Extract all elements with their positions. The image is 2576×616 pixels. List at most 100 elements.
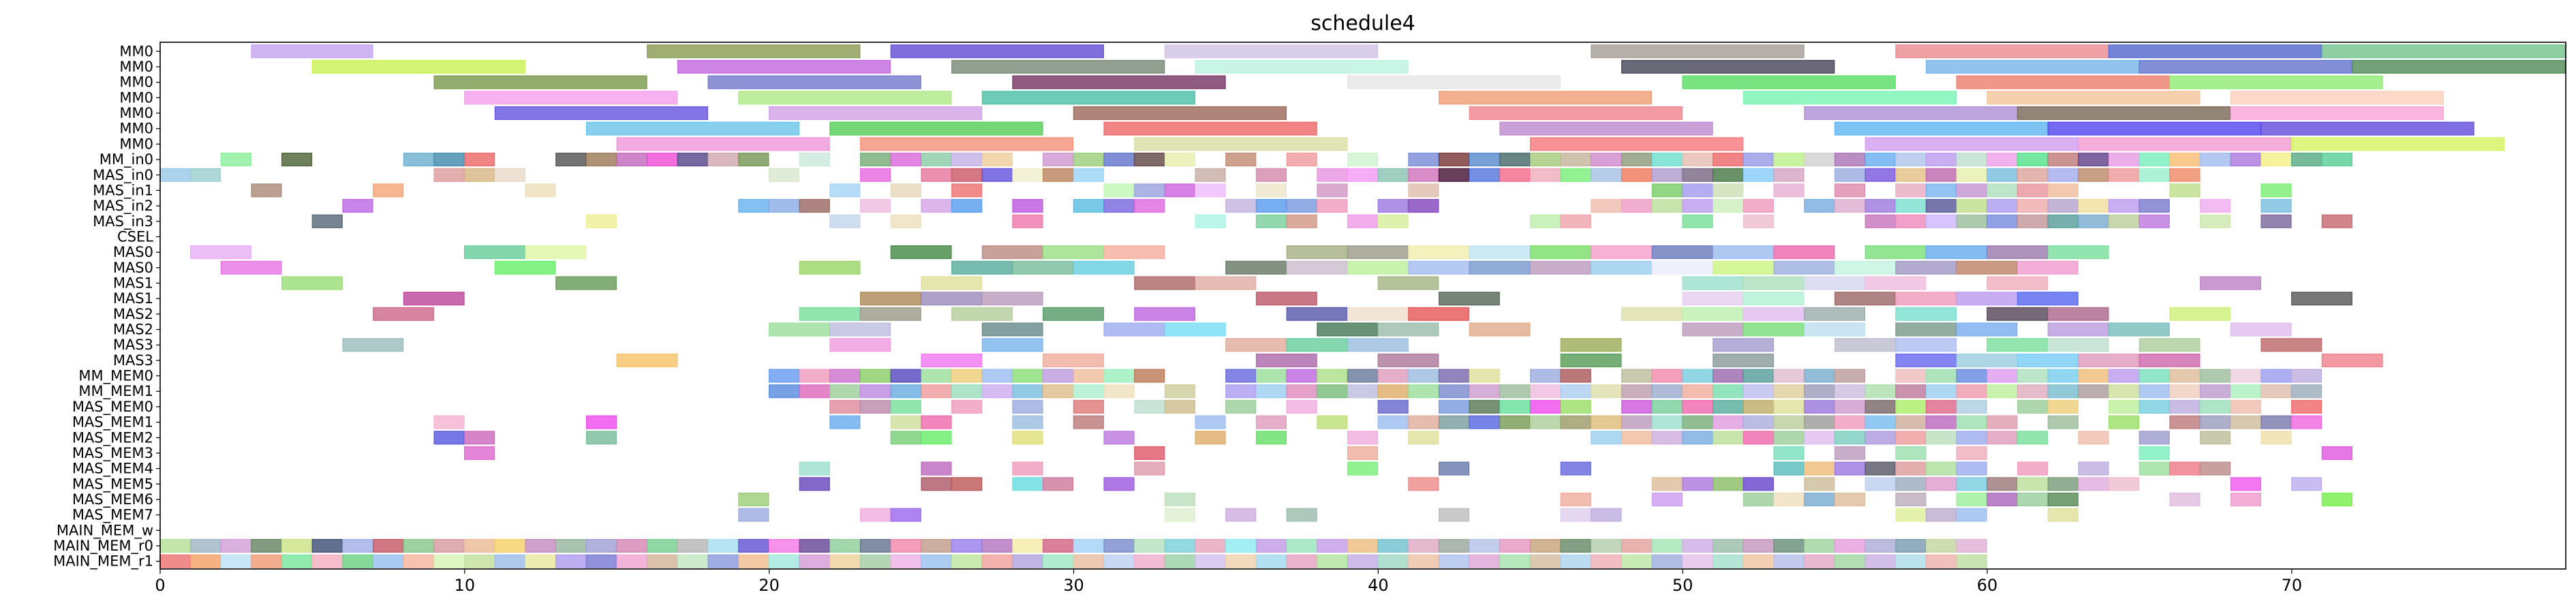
task-bar	[2047, 338, 2109, 352]
task-bar	[1987, 307, 2049, 321]
task-bar	[433, 431, 465, 445]
task-bar	[1377, 369, 1409, 383]
task-bar	[1530, 538, 1561, 553]
task-bar	[1895, 538, 1927, 553]
task-bar	[1134, 307, 1196, 321]
task-bar	[2138, 353, 2201, 367]
task-bar	[1347, 214, 1379, 228]
task-bar	[1377, 322, 1439, 337]
task-bar	[981, 384, 1013, 399]
y-tick-label: MAS_MEM1	[72, 414, 153, 431]
task-bar	[768, 384, 800, 399]
task-bar	[921, 431, 952, 445]
task-bar	[1043, 538, 1074, 553]
task-bar	[829, 554, 861, 568]
task-bar	[1682, 307, 1744, 321]
task-bar	[1530, 214, 1561, 228]
y-tick-label: MAS_in0	[93, 167, 153, 184]
task-bar	[2017, 369, 2049, 383]
task-bar	[1865, 245, 1927, 260]
y-tick-label: MAS2	[113, 322, 153, 338]
x-tick-label: 0	[155, 576, 165, 595]
task-bar	[1651, 384, 1683, 399]
x-tick-label: 60	[1977, 576, 1998, 595]
task-bar	[1895, 461, 1927, 476]
task-bar	[2047, 415, 2079, 429]
task-bar	[1956, 461, 1987, 476]
task-bar	[1895, 153, 1927, 167]
task-bar	[951, 307, 1013, 321]
task-bar	[1682, 369, 1713, 383]
y-tick-label: MAS_MEM3	[72, 445, 153, 462]
task-bar	[1925, 384, 1957, 399]
task-bar	[951, 399, 983, 414]
task-bar	[1286, 260, 1348, 275]
task-bar	[1438, 415, 1470, 429]
task-bar	[2138, 153, 2170, 167]
task-bar	[1834, 168, 1866, 182]
task-bar	[2230, 399, 2261, 414]
task-bar	[1713, 338, 1775, 352]
task-bar	[1895, 338, 1957, 352]
task-bar	[2047, 245, 2109, 260]
task-bar	[2108, 399, 2140, 414]
task-bar	[2017, 477, 2049, 491]
task-bar	[647, 153, 678, 167]
task-bar	[1804, 554, 1835, 568]
task-bar	[1591, 153, 1622, 167]
task-bar	[1895, 415, 1927, 429]
task-bar	[2230, 415, 2261, 429]
y-tick-label: MAS_MEM0	[72, 399, 153, 416]
task-bar	[1286, 153, 1317, 167]
task-bar	[1377, 214, 1409, 228]
task-bar	[1408, 183, 1439, 198]
task-bar	[890, 399, 921, 414]
task-bar	[1925, 168, 1957, 182]
task-bar	[1834, 369, 1866, 383]
task-bar	[1713, 384, 1744, 399]
task-bar	[2321, 214, 2352, 228]
x-tick-label: 40	[1368, 576, 1389, 595]
task-bar	[1621, 199, 1653, 213]
task-bar	[1408, 554, 1439, 568]
task-bar	[1682, 415, 1713, 429]
task-bar	[859, 508, 891, 522]
task-bar	[1438, 369, 1470, 383]
task-bar	[1621, 168, 1653, 182]
task-bar	[1773, 260, 1835, 275]
task-bar	[1347, 168, 1379, 182]
task-bar	[1651, 183, 1683, 198]
task-bar	[981, 153, 1013, 167]
task-bar	[1073, 554, 1104, 568]
task-bar	[1012, 477, 1043, 491]
task-bar	[1195, 59, 1409, 74]
task-bar	[1103, 554, 1135, 568]
task-bar	[1651, 554, 1683, 568]
task-bar	[1895, 384, 1927, 399]
task-bar	[859, 399, 891, 414]
task-bar	[1103, 322, 1165, 337]
task-bar	[1956, 369, 1987, 383]
task-bar	[1408, 538, 1439, 553]
task-bar	[1134, 276, 1196, 290]
task-bar	[921, 384, 952, 399]
task-bar	[921, 276, 983, 290]
task-bar	[2260, 199, 2292, 213]
task-bar	[1895, 446, 1927, 460]
task-bar	[1134, 137, 1348, 151]
task-bar	[1743, 292, 1805, 306]
task-bar	[1956, 554, 1987, 568]
task-bar	[220, 260, 282, 275]
task-bar	[2169, 153, 2201, 167]
task-bar	[1408, 260, 1470, 275]
task-bar	[859, 168, 891, 182]
task-bar	[1773, 461, 1805, 476]
task-bar	[921, 168, 952, 182]
task-bar	[1012, 384, 1043, 399]
task-bar	[1377, 415, 1409, 429]
task-bar	[1317, 554, 1348, 568]
chart-title: schedule4	[1310, 12, 1415, 35]
task-bar	[1651, 399, 1683, 414]
task-bar	[2291, 415, 2322, 429]
task-bar	[738, 508, 769, 522]
